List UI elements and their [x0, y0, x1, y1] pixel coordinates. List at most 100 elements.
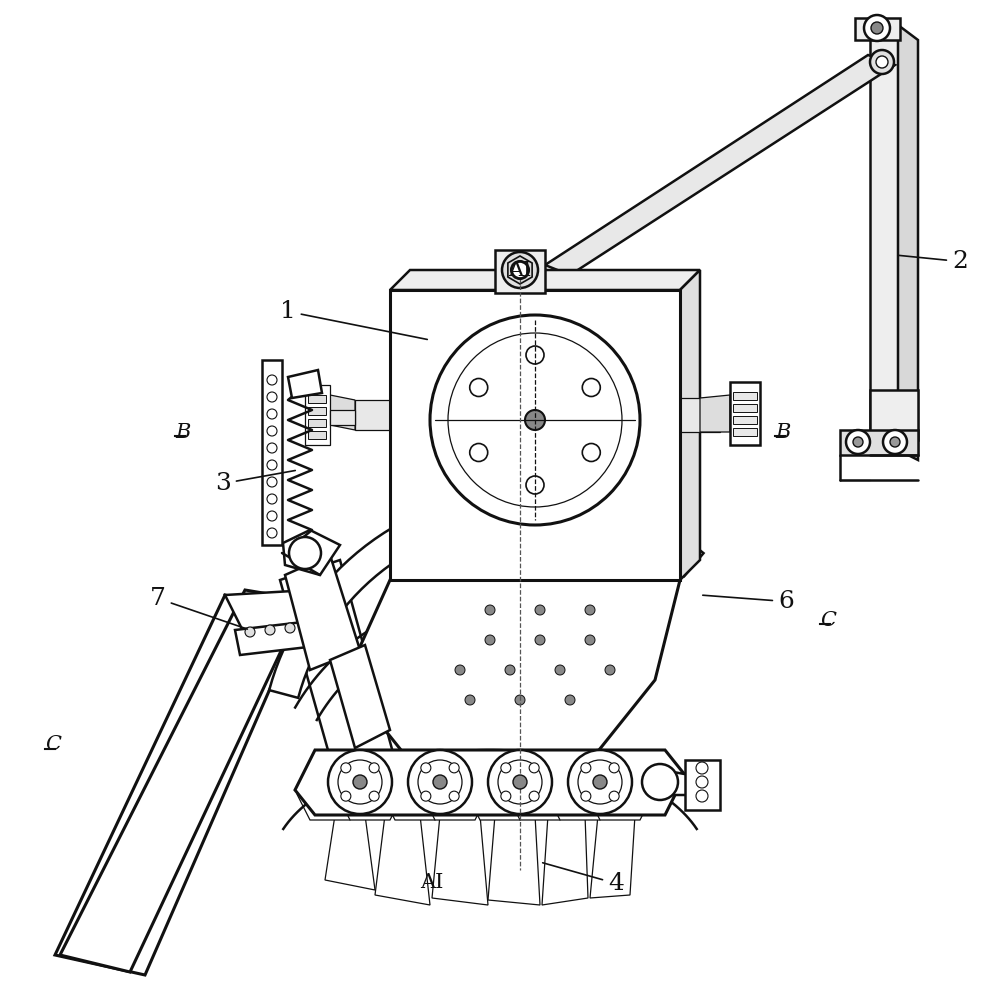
Circle shape — [555, 665, 565, 675]
Text: AI: AI — [420, 872, 444, 891]
Polygon shape — [60, 590, 305, 972]
Circle shape — [581, 763, 591, 772]
Polygon shape — [662, 770, 695, 795]
Circle shape — [328, 750, 392, 814]
Polygon shape — [55, 595, 300, 975]
Text: 3: 3 — [215, 471, 295, 495]
Circle shape — [642, 764, 678, 800]
Polygon shape — [390, 270, 700, 290]
Polygon shape — [870, 25, 898, 450]
Polygon shape — [295, 750, 685, 815]
Polygon shape — [325, 815, 375, 890]
Polygon shape — [467, 756, 533, 820]
Bar — [308, 395, 326, 403]
Polygon shape — [545, 55, 895, 275]
Circle shape — [513, 775, 527, 789]
Polygon shape — [422, 756, 488, 820]
Circle shape — [267, 375, 277, 385]
Circle shape — [605, 665, 615, 675]
Polygon shape — [730, 382, 760, 445]
Bar — [733, 392, 757, 400]
Circle shape — [535, 635, 545, 645]
Circle shape — [449, 791, 459, 801]
Circle shape — [341, 763, 351, 772]
Circle shape — [485, 605, 495, 615]
Circle shape — [267, 511, 277, 521]
Circle shape — [505, 665, 515, 675]
Text: C: C — [45, 736, 61, 755]
Circle shape — [529, 763, 539, 772]
Circle shape — [696, 762, 708, 774]
Circle shape — [369, 791, 379, 801]
Polygon shape — [840, 430, 918, 455]
Circle shape — [585, 635, 595, 645]
Circle shape — [421, 791, 431, 801]
Circle shape — [448, 333, 622, 507]
Circle shape — [696, 776, 708, 788]
Circle shape — [289, 537, 321, 569]
Circle shape — [285, 623, 295, 633]
Circle shape — [353, 775, 367, 789]
Circle shape — [696, 790, 708, 802]
Circle shape — [526, 346, 544, 364]
Circle shape — [485, 635, 495, 645]
Polygon shape — [235, 620, 325, 655]
Polygon shape — [870, 390, 918, 440]
Polygon shape — [685, 760, 720, 810]
Circle shape — [568, 750, 632, 814]
Text: AI: AI — [508, 260, 532, 280]
Polygon shape — [285, 555, 360, 670]
Polygon shape — [283, 530, 340, 575]
Circle shape — [449, 763, 459, 772]
Text: 2: 2 — [898, 250, 968, 273]
Bar — [733, 416, 757, 424]
Polygon shape — [898, 25, 918, 460]
Circle shape — [876, 56, 888, 68]
Text: B: B — [775, 422, 790, 441]
Bar — [308, 407, 326, 415]
Polygon shape — [297, 756, 363, 820]
Polygon shape — [280, 560, 395, 775]
Circle shape — [578, 760, 622, 804]
Text: 6: 6 — [703, 590, 794, 613]
Circle shape — [582, 443, 600, 462]
Circle shape — [418, 760, 462, 804]
Circle shape — [582, 379, 600, 397]
Circle shape — [565, 695, 575, 705]
Circle shape — [511, 261, 529, 279]
Polygon shape — [542, 815, 588, 905]
Circle shape — [501, 763, 511, 772]
Polygon shape — [225, 590, 320, 645]
Circle shape — [585, 605, 595, 615]
Circle shape — [515, 695, 525, 705]
Circle shape — [609, 791, 619, 801]
Circle shape — [338, 760, 382, 804]
Circle shape — [267, 426, 277, 436]
Bar — [308, 431, 326, 439]
Circle shape — [488, 750, 552, 814]
Polygon shape — [330, 645, 390, 748]
Text: 4: 4 — [543, 862, 624, 895]
Circle shape — [408, 750, 472, 814]
Circle shape — [890, 437, 900, 447]
Polygon shape — [390, 290, 680, 580]
Circle shape — [871, 22, 883, 34]
Circle shape — [267, 409, 277, 419]
Polygon shape — [269, 490, 704, 698]
Circle shape — [593, 775, 607, 789]
Polygon shape — [488, 815, 540, 905]
Polygon shape — [590, 815, 635, 898]
Text: 1: 1 — [280, 300, 427, 339]
Circle shape — [369, 763, 379, 772]
Polygon shape — [262, 360, 282, 545]
Circle shape — [267, 494, 277, 504]
Circle shape — [525, 410, 545, 430]
Polygon shape — [680, 270, 700, 580]
Polygon shape — [382, 756, 448, 820]
Circle shape — [512, 262, 528, 278]
Circle shape — [433, 775, 447, 789]
Polygon shape — [305, 385, 330, 445]
Circle shape — [267, 460, 277, 470]
Circle shape — [267, 528, 277, 538]
Circle shape — [864, 15, 890, 41]
